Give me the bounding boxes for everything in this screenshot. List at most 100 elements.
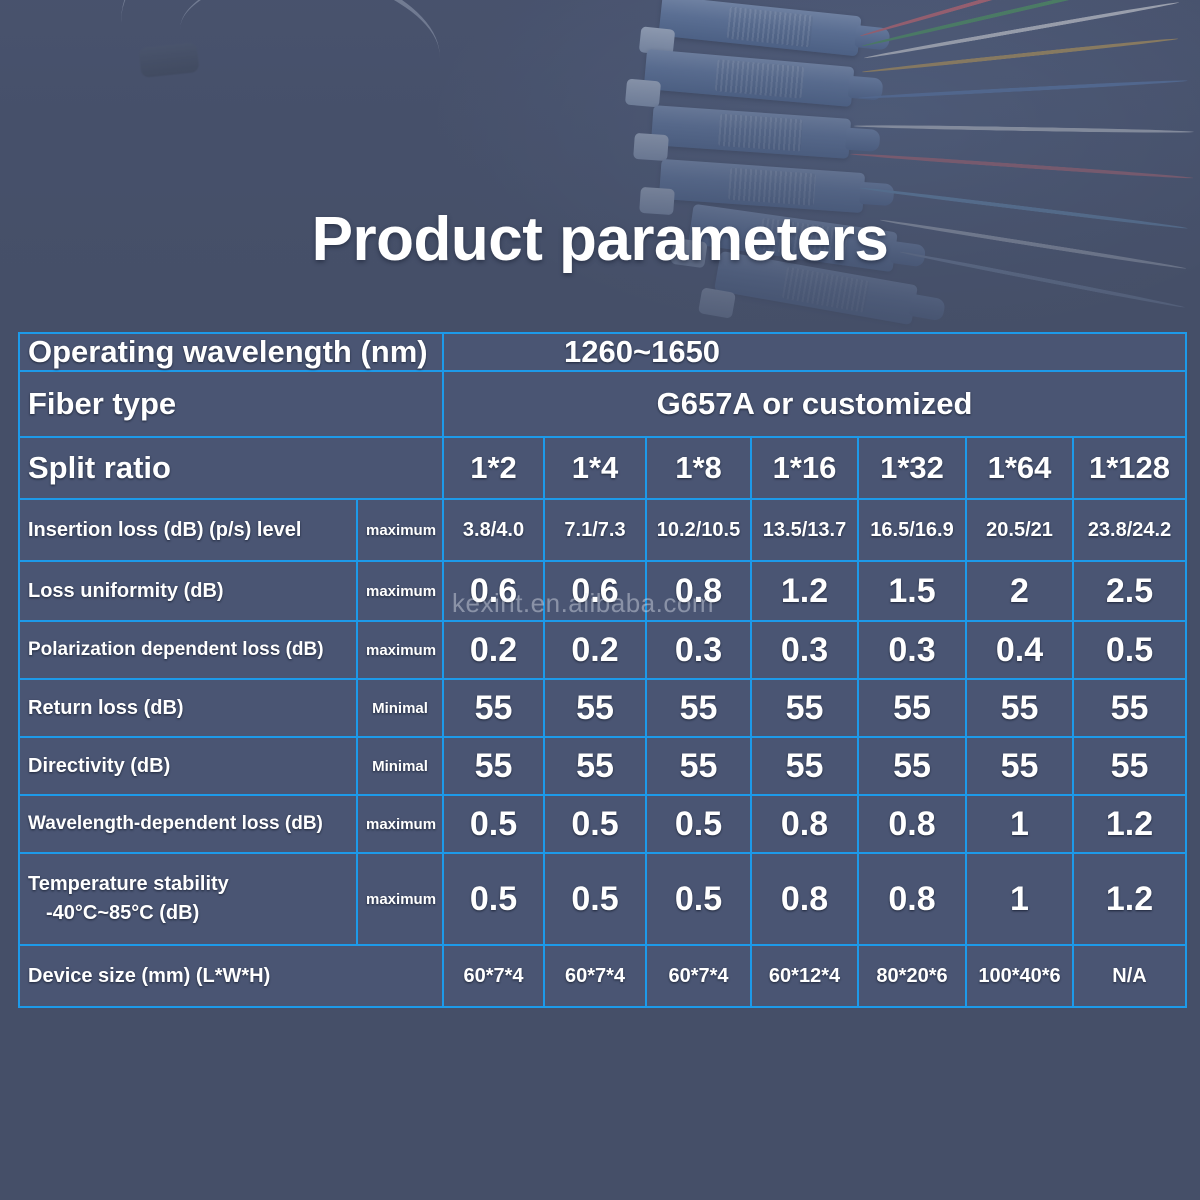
table-row-return-loss: Return loss (dB) Minimal 55 55 55 55 55 … (18, 678, 1188, 738)
table-row-wavelength-dependent-loss: Wavelength-dependent loss (dB) maximum 0… (18, 794, 1188, 854)
row-qualifier-polarization-dependent-loss: maximum (355, 620, 445, 680)
cell-temp-1x64: 1 (965, 852, 1075, 946)
page-title: Product parameters (311, 205, 889, 274)
table-row-fiber-type: Fiber type G657A or customized (17, 370, 1188, 438)
row-qualifier-insertion-loss: maximum (355, 498, 445, 562)
cell-return-loss-1x128: 55 (1072, 678, 1188, 738)
row-qualifier-wavelength-dependent-loss: maximum (355, 794, 445, 854)
cell-temp-1x4: 0.5 (543, 852, 648, 946)
cell-device-size-1x64: 100*40*6 (965, 944, 1075, 1008)
cell-return-loss-1x16: 55 (750, 678, 860, 738)
cell-temp-1x16: 0.8 (750, 852, 860, 946)
split-ratio-header-1x16: 1*16 (750, 436, 860, 500)
split-ratio-header-1x8: 1*8 (645, 436, 753, 500)
row-label-wavelength-dependent-loss: Wavelength-dependent loss (dB) (18, 794, 358, 854)
row-label-insertion-loss: Insertion loss (dB) (p/s) level (18, 498, 358, 562)
cell-directivity-1x64: 55 (965, 736, 1075, 796)
cell-device-size-1x8: 60*7*4 (645, 944, 753, 1008)
row-qualifier-temperature-stability: maximum (355, 852, 445, 946)
cell-insertion-loss-1x8: 10.2/10.5 (645, 498, 753, 562)
cell-temp-1x8: 0.5 (645, 852, 753, 946)
cell-return-loss-1x2: 55 (442, 678, 546, 738)
cell-loss-uniformity-1x4: 0.6 (543, 560, 648, 622)
table-row-temperature-stability: Temperature stability -40°C~85°C (dB) ma… (18, 852, 1188, 946)
row-value-operating-wavelength: 1260~1650 (442, 332, 1188, 372)
cell-temp-1x2: 0.5 (442, 852, 546, 946)
cell-device-size-1x2: 60*7*4 (442, 944, 546, 1008)
table-row-device-size: Device size (mm) (L*W*H) 60*7*4 60*7*4 6… (17, 944, 1188, 1008)
cell-loss-uniformity-1x64: 2 (965, 560, 1075, 622)
cell-pdl-1x16: 0.3 (750, 620, 860, 680)
cell-wdl-1x2: 0.5 (442, 794, 546, 854)
cell-wdl-1x32: 0.8 (857, 794, 968, 854)
cell-wdl-1x4: 0.5 (543, 794, 648, 854)
cell-directivity-1x2: 55 (442, 736, 546, 796)
cell-wdl-1x8: 0.5 (645, 794, 753, 854)
cell-insertion-loss-1x4: 7.1/7.3 (543, 498, 648, 562)
cell-loss-uniformity-1x16: 1.2 (750, 560, 860, 622)
cell-pdl-1x128: 0.5 (1072, 620, 1188, 680)
cell-return-loss-1x64: 55 (965, 678, 1075, 738)
cell-insertion-loss-1x32: 16.5/16.9 (857, 498, 968, 562)
table-row-split-ratio: Split ratio 1*2 1*4 1*8 1*16 1*32 1*64 1… (17, 436, 1188, 500)
cell-insertion-loss-1x16: 13.5/13.7 (750, 498, 860, 562)
cell-loss-uniformity-1x128: 2.5 (1072, 560, 1188, 622)
cell-pdl-1x64: 0.4 (965, 620, 1075, 680)
cell-directivity-1x16: 55 (750, 736, 860, 796)
cell-directivity-1x4: 55 (543, 736, 648, 796)
cell-loss-uniformity-1x32: 1.5 (857, 560, 968, 622)
cell-temp-1x128: 1.2 (1072, 852, 1188, 946)
cell-directivity-1x8: 55 (645, 736, 753, 796)
split-ratio-header-1x64: 1*64 (965, 436, 1075, 500)
table-row-insertion-loss: Insertion loss (dB) (p/s) level maximum … (18, 498, 1188, 562)
cell-loss-uniformity-1x2: 0.6 (442, 560, 546, 622)
cell-return-loss-1x8: 55 (645, 678, 753, 738)
cell-device-size-1x32: 80*20*6 (857, 944, 968, 1008)
cell-pdl-1x4: 0.2 (543, 620, 648, 680)
cell-insertion-loss-1x64: 20.5/21 (965, 498, 1075, 562)
split-ratio-header-1x4: 1*4 (543, 436, 648, 500)
table-row-directivity: Directivity (dB) Minimal 55 55 55 55 55 … (18, 736, 1188, 796)
cell-pdl-1x2: 0.2 (442, 620, 546, 680)
row-label-fiber-type: Fiber type (17, 370, 445, 438)
cell-directivity-1x128: 55 (1072, 736, 1188, 796)
cell-pdl-1x8: 0.3 (645, 620, 753, 680)
cell-wdl-1x16: 0.8 (750, 794, 860, 854)
split-ratio-header-1x32: 1*32 (857, 436, 968, 500)
row-qualifier-return-loss: Minimal (355, 678, 445, 738)
product-parameters-table: Operating wavelength (nm) 1260~1650 Fibe… (17, 332, 1188, 1008)
table-row-operating-wavelength: Operating wavelength (nm) 1260~1650 (17, 332, 1188, 372)
row-label-directivity: Directivity (dB) (18, 736, 358, 796)
cell-device-size-1x16: 60*12*4 (750, 944, 860, 1008)
split-ratio-header-1x128: 1*128 (1072, 436, 1188, 500)
cell-wdl-1x64: 1 (965, 794, 1075, 854)
cell-insertion-loss-1x128: 23.8/24.2 (1072, 498, 1188, 562)
row-qualifier-loss-uniformity: maximum (355, 560, 445, 622)
cell-insertion-loss-1x2: 3.8/4.0 (442, 498, 546, 562)
temperature-stability-line2: -40°C~85°C (dB) (46, 902, 200, 924)
row-label-loss-uniformity: Loss uniformity (dB) (18, 560, 358, 622)
split-ratio-header-1x2: 1*2 (442, 436, 546, 500)
cell-pdl-1x32: 0.3 (857, 620, 968, 680)
row-label-split-ratio: Split ratio (17, 436, 445, 500)
row-qualifier-directivity: Minimal (355, 736, 445, 796)
cell-loss-uniformity-1x8: 0.8 (645, 560, 753, 622)
cell-wdl-1x128: 1.2 (1072, 794, 1188, 854)
table-row-polarization-dependent-loss: Polarization dependent loss (dB) maximum… (18, 620, 1188, 680)
row-label-temperature-stability: Temperature stability -40°C~85°C (dB) (18, 852, 358, 946)
cell-temp-1x32: 0.8 (857, 852, 968, 946)
row-label-device-size: Device size (mm) (L*W*H) (17, 944, 445, 1008)
temperature-stability-line1: Temperature stability (28, 873, 229, 895)
table-row-loss-uniformity: Loss uniformity (dB) maximum 0.6 0.6 0.8… (18, 560, 1188, 622)
cell-device-size-1x128: N/A (1072, 944, 1188, 1008)
row-label-operating-wavelength: Operating wavelength (nm) (17, 332, 445, 372)
cell-directivity-1x32: 55 (857, 736, 968, 796)
cell-device-size-1x4: 60*7*4 (543, 944, 648, 1008)
cell-return-loss-1x4: 55 (543, 678, 648, 738)
row-label-polarization-dependent-loss: Polarization dependent loss (dB) (18, 620, 358, 680)
row-label-return-loss: Return loss (dB) (18, 678, 358, 738)
product-photo-band (0, 0, 1200, 340)
photo-overlay-haze (0, 0, 1200, 340)
cell-return-loss-1x32: 55 (857, 678, 968, 738)
row-value-fiber-type: G657A or customized (442, 370, 1188, 438)
